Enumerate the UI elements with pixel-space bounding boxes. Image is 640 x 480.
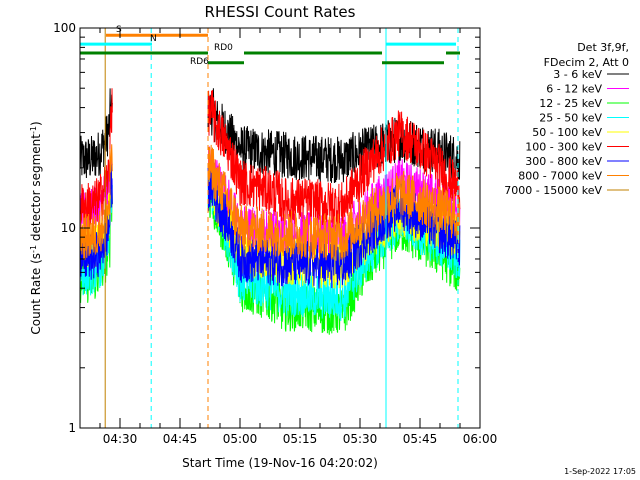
state-bar-label-0: S <box>116 25 122 35</box>
chart-title: RHESSI Count Rates <box>205 3 356 21</box>
legend-label-3: 25 - 50 keV <box>539 112 602 125</box>
legend-label-7: 800 - 7000 keV <box>518 170 602 183</box>
legend-header-1: FDecim 2, Att 0 <box>544 56 629 69</box>
legend-label-6: 300 - 800 keV <box>525 155 602 168</box>
xtick-label-3: 05:15 <box>283 432 318 446</box>
legend-label-1: 6 - 12 keV <box>546 83 602 96</box>
axis-layer: 1 10 100 04:30 04:45 05:00 05:15 05:30 05:45 06:0… <box>53 21 497 446</box>
legend-label-8: 7000 - 15000 keV <box>504 184 602 197</box>
xtick-label-6: 06:00 <box>463 432 498 446</box>
timestamp: 1-Sep-2022 17:05 <box>564 467 636 476</box>
series-5 <box>79 88 461 229</box>
xtick-label-5: 05:45 <box>403 432 438 446</box>
legend-label-0: 3 - 6 keV <box>553 68 602 81</box>
legend: Det 3f,9f, FDecim 2, Att 03 - 6 keV 6 - 12… <box>504 41 629 197</box>
legend-label-4: 50 - 100 keV <box>532 126 602 139</box>
x-axis-label: Start Time (19-Nov-16 04:20:02) <box>182 456 378 470</box>
xtick-label-4: 05:30 <box>343 432 378 446</box>
ytick-label-0: 1 <box>68 421 76 435</box>
legend-header-0: Det 3f,9f, <box>577 41 629 54</box>
xtick-label-2: 05:00 <box>223 432 258 446</box>
legend-label-5: 100 - 300 keV <box>525 141 602 154</box>
ytick-label-2: 100 <box>53 21 76 35</box>
series-7 <box>79 144 460 261</box>
legend-label-2: 12 - 25 keV <box>539 97 602 110</box>
state-bar-label-3: RD0 <box>214 43 233 53</box>
y-axis-label: Count Rate (s-1 detector segment-1) <box>29 121 44 334</box>
state-bar-label-6: RD6 <box>190 57 209 67</box>
xtick-label-1: 04:45 <box>163 432 198 446</box>
state-bar-label-1: N <box>150 34 157 44</box>
ytick-label-1: 10 <box>61 221 76 235</box>
xtick-label-0: 04:30 <box>103 432 138 446</box>
data-layer <box>79 88 461 335</box>
